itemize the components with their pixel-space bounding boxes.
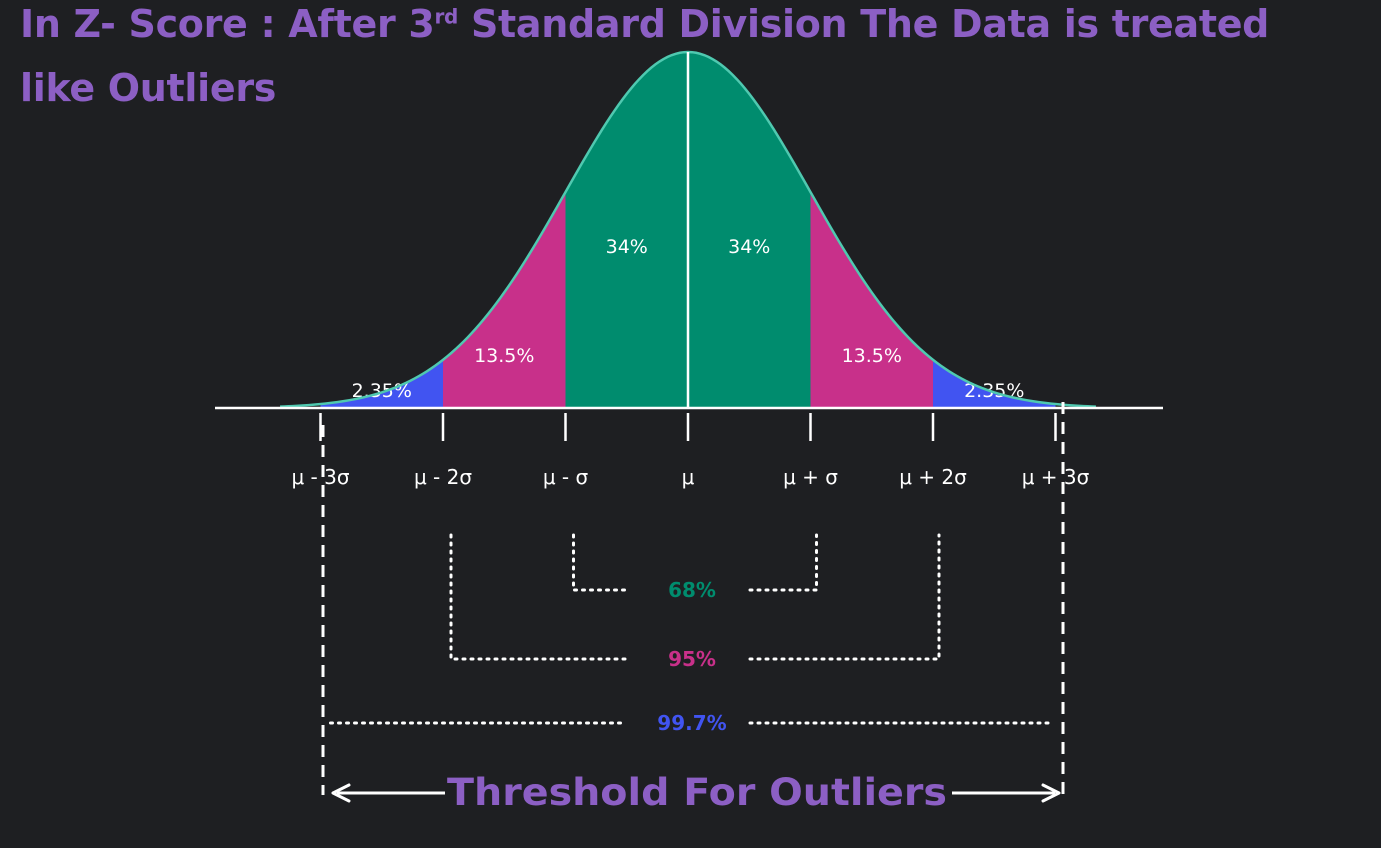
title-line-2: like Outliers (20, 66, 277, 110)
axis-tick-label: μ + 3σ (1022, 465, 1090, 489)
interval-percent-label: 68% (668, 578, 716, 602)
axis-tick-label: μ - 3σ (291, 465, 349, 489)
arrowhead-right-icon (1041, 783, 1061, 803)
region-percent-label: 34% (728, 236, 770, 258)
interval-brackets: 68% 95% 99.7% (329, 533, 1054, 735)
interval-bracket-left (449, 533, 628, 661)
region-6 (933, 359, 1056, 408)
threshold-label: Threshold For Outliers (447, 771, 947, 814)
axis-tick-label: μ - σ (543, 465, 589, 489)
interval-bracket-left (572, 533, 628, 592)
region-3 (565, 52, 688, 408)
outlier-threshold: Threshold For Outliers (321, 402, 1065, 814)
axis-tick-label: μ - 2σ (414, 465, 472, 489)
axis-ticks: μ - 3σ μ - 2σ μ - σ μ μ + σ μ + 2σ μ + 3σ (291, 413, 1090, 489)
interval-bracket-right (748, 533, 818, 592)
interval-percent-label: 95% (668, 647, 716, 671)
region-1 (320, 359, 443, 408)
axis-tick-label: μ + σ (783, 465, 838, 489)
region-percent-label: 13.5% (474, 345, 534, 367)
title-line-1: In Z- Score : After 3rd Standard Divisio… (20, 2, 1270, 46)
interval-percent-label: 99.7% (657, 711, 726, 735)
region-percent-label: 34% (606, 236, 648, 258)
arrowhead-left-icon (331, 783, 351, 803)
axis-tick-label: μ (682, 465, 695, 489)
axis-tick-label: μ + 2σ (899, 465, 967, 489)
interval-bracket-right (748, 533, 941, 661)
region-4 (688, 52, 811, 408)
region-percent-label: 13.5% (842, 345, 902, 367)
